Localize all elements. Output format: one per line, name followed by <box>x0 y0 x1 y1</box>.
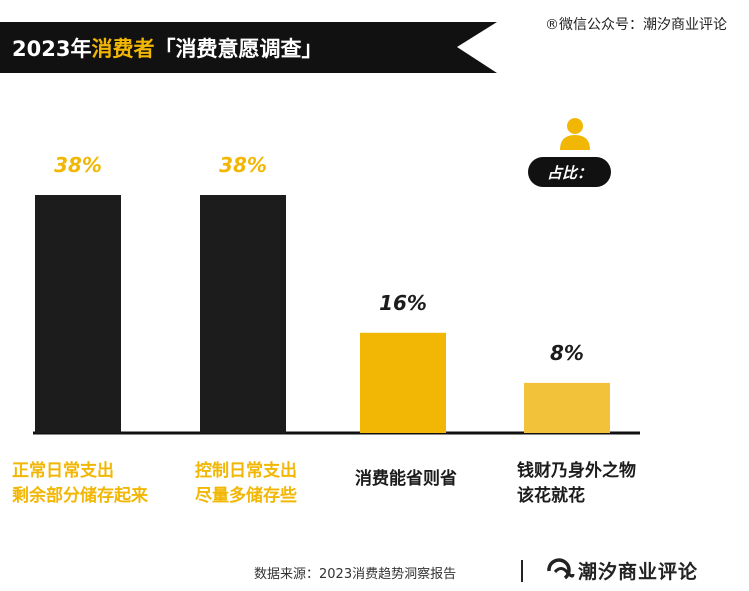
data-source: 数据来源：2023消费趋势洞察报告 <box>254 567 457 582</box>
category-label-line: 该花就花 <box>517 486 585 506</box>
bar-2 <box>200 195 286 433</box>
category-label-line: 尽量多储存些 <box>195 486 297 506</box>
brand-name: 潮汐商业评论 <box>578 561 699 583</box>
watermark: ®微信公众号：潮汐商业评论 <box>545 17 727 33</box>
category-label-2: 控制日常支出 尽量多储存些 <box>195 459 297 509</box>
bar-value-label-3: 16% <box>379 291 427 315</box>
bar-chart: 38% 38% 16% 8% <box>33 153 640 435</box>
bar-3 <box>360 332 446 433</box>
title-year: 2023年 <box>12 37 92 61</box>
person-icon <box>560 118 590 150</box>
legend-badge: 占比： <box>528 157 611 187</box>
title-highlight: 消费者 <box>91 37 155 61</box>
brand-logo-icon <box>547 558 575 580</box>
footer-divider <box>521 560 523 582</box>
bar-value-label-1: 38% <box>54 153 102 177</box>
category-label-1: 正常日常支出剩余部分储存起来 <box>12 459 148 509</box>
category-label-4: 钱财乃身外之物 该花就花 <box>517 459 636 509</box>
bar-4 <box>524 382 610 433</box>
title-rest: 「消费意愿调查」 <box>154 37 323 61</box>
category-label-line: 控制日常支出 <box>195 461 297 481</box>
bar-value-label-2: 38% <box>219 153 267 177</box>
page-title: 2023年 消费者 「消费意愿调查」 <box>12 31 322 65</box>
category-label-line: 钱财乃身外之物 <box>517 461 636 481</box>
category-label-line: 剩余部分储存起来 <box>12 486 148 506</box>
header-banner <box>0 22 497 73</box>
bar-1 <box>35 195 121 433</box>
category-label-3: 消费能省则省 <box>355 467 457 492</box>
category-label-line: 正常日常支出 <box>12 461 114 481</box>
bar-value-label-4: 8% <box>550 341 584 365</box>
category-label-line: 消费能省则省 <box>355 469 457 489</box>
